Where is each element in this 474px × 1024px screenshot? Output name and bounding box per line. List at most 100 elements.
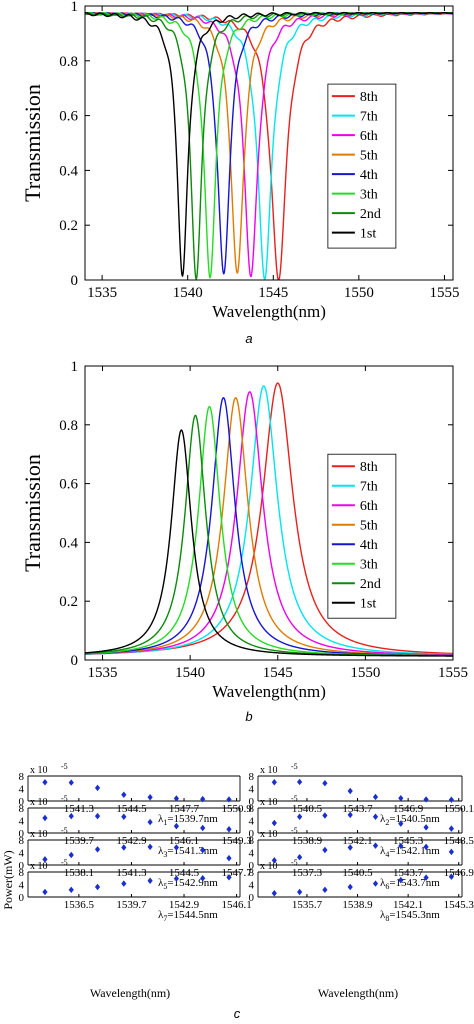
subplot-y-tick-label: 0 (249, 828, 255, 840)
x-tick-label: 1555 (438, 665, 468, 681)
subplot-lambda-label: λ2=1540.5nm (380, 813, 440, 827)
data-point (423, 874, 429, 881)
data-point (297, 813, 303, 820)
data-point (94, 846, 101, 853)
data-point (173, 822, 179, 830)
subplot-y-tick-label: 4 (249, 848, 255, 860)
subplot-x-tick-label: 1550.9 (221, 803, 252, 815)
data-point (226, 874, 232, 881)
x-tick-label: 1555 (429, 285, 459, 301)
panel-label-b: b (245, 709, 252, 724)
y-tick-label: 1 (71, 359, 79, 375)
x-tick-label: 1540 (175, 665, 205, 681)
series-line-1st (85, 11, 453, 278)
data-point (147, 794, 153, 801)
subplot-x-tick-label: 1542.9 (116, 835, 147, 847)
data-point (42, 856, 48, 863)
y-tick-label: 0 (71, 273, 79, 289)
data-point (94, 812, 101, 820)
subplot-y-tick-label: 8 (249, 867, 255, 879)
x-tick-label: 1535 (87, 285, 117, 301)
data-point (271, 857, 277, 864)
x-tick-label: 1545 (263, 665, 293, 681)
subplot-scale-label: x 10 (30, 765, 48, 776)
data-point (173, 795, 179, 802)
subplot-x-tick-label: 1547.7 (169, 803, 200, 815)
legend-label-3th: 3th (360, 188, 378, 203)
data-point (200, 795, 206, 803)
x-tick-label: 1540 (173, 285, 203, 301)
subplot-x-tick-label: 1546.9 (444, 867, 474, 879)
subplot-lambda-label: λ8=1545.3nm (380, 909, 440, 923)
data-point (448, 796, 454, 803)
subplot-y-tick-label: 4 (19, 880, 25, 892)
subplot-y-tick-label: 0 (19, 892, 25, 904)
legend-label-7th: 7th (360, 480, 378, 495)
legend-label-6th: 6th (360, 129, 378, 144)
data-point (68, 851, 74, 859)
legend-label-2nd: 2nd (360, 207, 381, 222)
subplot-y-tick-label: 0 (249, 892, 255, 904)
subplot-x-tick-label: 1539.7 (116, 899, 147, 911)
panel-a: 1535 1540 1545 1550 1555 0 0.2 0.4 0.6 0.8 1 Wavele… (20, 0, 459, 346)
legend-label-3th: 3th (360, 558, 378, 573)
data-point (173, 844, 179, 851)
data-point (423, 796, 429, 803)
data-point (42, 814, 48, 822)
subplot-scale-label: x 10 (260, 861, 278, 872)
panel-label-a: a (245, 331, 252, 346)
subplot-y-tick-label: 8 (249, 835, 255, 847)
data-point (372, 793, 379, 801)
legend-label-1st: 1st (360, 597, 376, 612)
data-point (147, 877, 153, 884)
y-axis-label: Transmission (20, 454, 45, 572)
y-tick-label: 0.2 (59, 594, 78, 610)
x-tick-label: 1550 (350, 665, 380, 681)
data-point (297, 888, 303, 896)
data-point (297, 778, 303, 786)
data-point (372, 813, 379, 820)
subplot-scale-exp: -5 (291, 858, 298, 867)
data-point (398, 820, 404, 827)
subplot-y-tick-label: 8 (249, 771, 255, 783)
data-point (398, 794, 404, 802)
subplot-x-tick-label: 1542.1 (342, 835, 372, 847)
subplot-y-tick-label: 8 (19, 835, 25, 847)
subplot-scale-label: x 10 (260, 797, 278, 808)
data-point (121, 880, 127, 887)
y-tick-label: 0.8 (59, 418, 78, 434)
data-point (271, 890, 277, 897)
subplot-x-tick-label: 1546.1 (221, 899, 251, 911)
data-point (121, 844, 127, 851)
y-tick-label: 0.6 (59, 477, 78, 493)
x-tick-label: 1545 (258, 285, 288, 301)
subplot-x-tick-label: 1544.5 (116, 803, 147, 815)
axes-box (84, 5, 454, 281)
subplot-scale-label: x 10 (30, 829, 48, 840)
subplot-x-tick-label: 1538.9 (292, 835, 323, 847)
subplot-scale-label: x 10 (260, 829, 278, 840)
data-point (347, 844, 353, 851)
subplot-y-tick-label: 0 (249, 796, 255, 808)
data-point (448, 848, 454, 856)
subplot-y-tick-label: 8 (19, 867, 25, 879)
subplot-y-tick-label: 8 (19, 803, 25, 815)
subplot-scale-exp: -5 (61, 858, 68, 867)
panel-b: 1535 1540 1545 1550 1555 0 0.2 0.4 0.6 0.8 1 Wavele… (20, 359, 468, 724)
subplot-x-tick-label: 1538.1 (64, 867, 94, 879)
subplot-scale-exp: -5 (291, 826, 298, 835)
subplot-scale-label: x 10 (30, 797, 48, 808)
subplot-x-tick-label: 1546.1 (169, 835, 199, 847)
legend-label-4th: 4th (360, 538, 378, 553)
y-tick-label: 0.4 (59, 163, 78, 179)
subplot-y-tick-label: 8 (19, 771, 25, 783)
panel-label-c: c (234, 1006, 241, 1021)
y-tick-label: 0.4 (59, 535, 78, 551)
legend-label-2nd: 2nd (360, 577, 381, 592)
data-point (322, 846, 328, 854)
